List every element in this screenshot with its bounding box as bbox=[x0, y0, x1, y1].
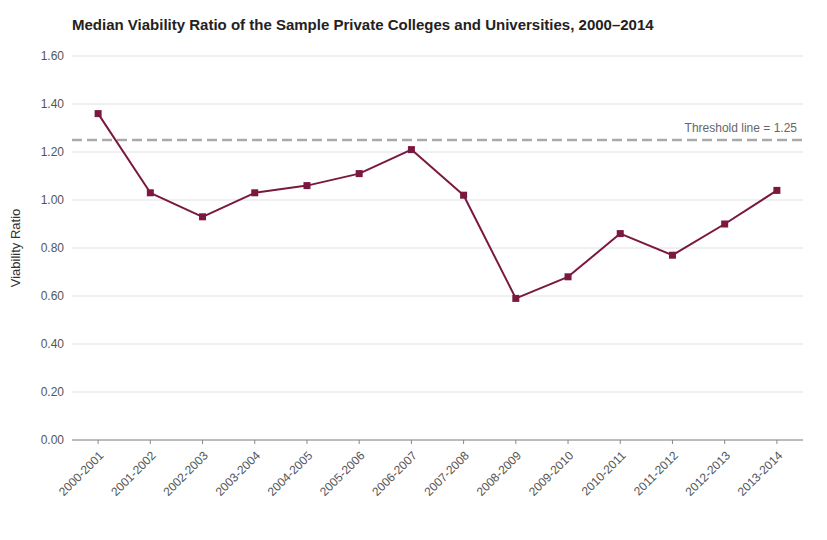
x-tick bbox=[359, 440, 360, 444]
x-tick bbox=[568, 440, 569, 444]
grid-line bbox=[72, 200, 803, 201]
data-point bbox=[356, 170, 363, 177]
grid-line bbox=[72, 56, 803, 57]
x-tick-label: 2008-2009 bbox=[474, 448, 525, 499]
x-tick-label: 2004-2005 bbox=[265, 448, 316, 499]
threshold-label: Threshold line = 1.25 bbox=[685, 121, 798, 135]
x-tick-label: 2000-2001 bbox=[56, 448, 107, 499]
x-tick bbox=[98, 440, 99, 444]
x-tick-label: 2002-2003 bbox=[160, 448, 211, 499]
y-tick-label: 0.20 bbox=[41, 385, 65, 399]
data-point bbox=[95, 110, 102, 117]
x-tick-label: 2011-2012 bbox=[631, 448, 681, 498]
data-point bbox=[773, 187, 780, 194]
x-tick bbox=[724, 440, 725, 444]
data-point bbox=[147, 189, 154, 196]
x-tick bbox=[776, 440, 777, 444]
y-tick-label: 0.60 bbox=[41, 289, 65, 303]
chart-svg: Median Viability Ratio of the Sample Pri… bbox=[0, 0, 827, 540]
data-point bbox=[669, 252, 676, 259]
y-tick-label: 0.00 bbox=[41, 433, 65, 447]
grid-line bbox=[72, 104, 803, 105]
data-point bbox=[721, 221, 728, 228]
y-tick-label: 1.40 bbox=[41, 97, 65, 111]
x-tick-label: 2006-2007 bbox=[369, 448, 420, 499]
threshold-line bbox=[72, 139, 803, 142]
grid-line bbox=[72, 296, 803, 297]
y-tick-label: 0.40 bbox=[41, 337, 65, 351]
x-tick-label: 2003-2004 bbox=[213, 448, 264, 499]
series-line bbox=[98, 114, 777, 299]
x-tick-label: 2001-2002 bbox=[108, 448, 159, 499]
data-point bbox=[460, 192, 467, 199]
y-tick-label: 1.60 bbox=[41, 49, 65, 63]
data-point bbox=[617, 230, 624, 237]
x-tick bbox=[463, 440, 464, 444]
data-point bbox=[199, 213, 206, 220]
data-point bbox=[303, 182, 310, 189]
grid-line bbox=[72, 344, 803, 345]
title: Median Viability Ratio of the Sample Pri… bbox=[72, 16, 654, 33]
x-tick-label: 2005-2006 bbox=[317, 448, 368, 499]
data-point bbox=[565, 273, 572, 280]
x-axis-line bbox=[72, 440, 803, 441]
x-tick-label: 2012-2013 bbox=[683, 448, 734, 499]
x-tick-label: 2007-2008 bbox=[421, 448, 472, 499]
y-axis-label: Viability Ratio bbox=[8, 209, 23, 288]
x-tick bbox=[306, 440, 307, 444]
x-tick-label: 2009-2010 bbox=[526, 448, 577, 499]
plot-area bbox=[72, 110, 803, 302]
x-tick bbox=[150, 440, 151, 444]
x-tick bbox=[411, 440, 412, 444]
chart-container: Median Viability Ratio of the Sample Pri… bbox=[0, 0, 827, 540]
x-tick bbox=[672, 440, 673, 444]
y-tick-label: 0.80 bbox=[41, 241, 65, 255]
data-point bbox=[251, 189, 258, 196]
grid-line bbox=[72, 248, 803, 249]
grid-line bbox=[72, 392, 803, 393]
x-tick bbox=[620, 440, 621, 444]
x-tick-label: 2013-2014 bbox=[735, 448, 786, 499]
x-tick bbox=[254, 440, 255, 444]
grid bbox=[72, 56, 803, 440]
y-tick-label: 1.20 bbox=[41, 145, 65, 159]
x-tick bbox=[202, 440, 203, 444]
y-tick-label: 1.00 bbox=[41, 193, 65, 207]
x-tick-label: 2010-2011 bbox=[579, 448, 629, 498]
grid-line bbox=[72, 152, 803, 153]
x-tick bbox=[515, 440, 516, 444]
data-point bbox=[408, 146, 415, 153]
grid-line bbox=[72, 440, 803, 441]
data-point bbox=[512, 295, 519, 302]
